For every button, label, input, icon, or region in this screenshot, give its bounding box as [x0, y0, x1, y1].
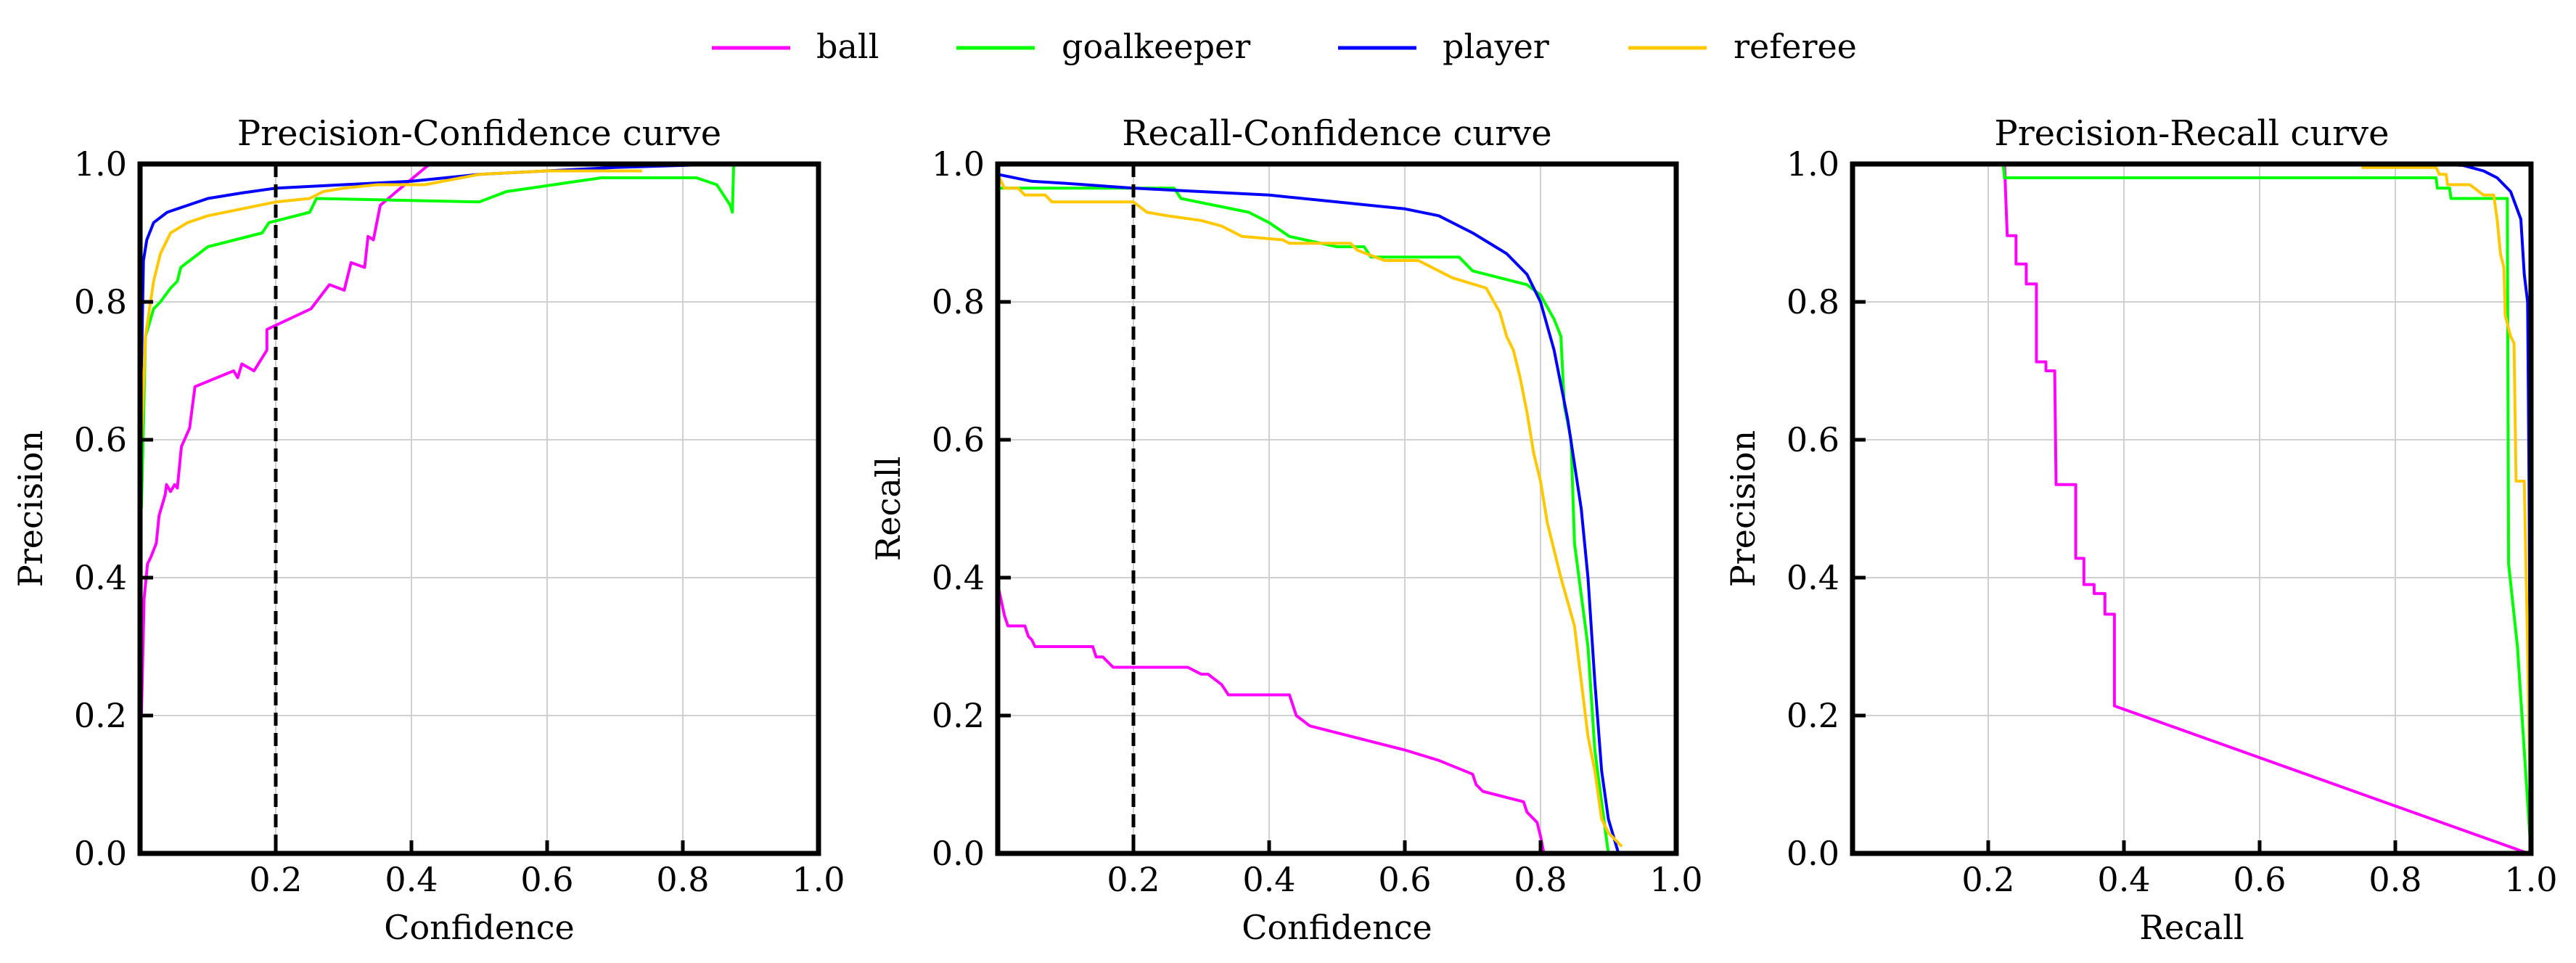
x-tick-label: 0.4 [1242, 860, 1295, 899]
x-tick-label: 0.6 [1378, 860, 1431, 899]
y-tick-label: 1.0 [1787, 144, 1839, 184]
series-line-goalkeeper [139, 163, 736, 509]
legend-item-ball: ball [712, 27, 879, 66]
y-tick-label: 0.8 [74, 282, 127, 321]
x-axis-label: Confidence [384, 908, 574, 947]
x-tick-label: 0.8 [2368, 860, 2421, 899]
legend-item-player: player [1338, 27, 1549, 66]
legend-label: referee [1734, 27, 1857, 66]
y-tick-label: 0.6 [74, 420, 127, 459]
y-axis-label: Recall [869, 456, 908, 561]
legend-label: goalkeeper [1062, 27, 1250, 66]
y-axis-label: Precision [1723, 430, 1763, 587]
y-tick-label: 0.0 [74, 834, 127, 873]
series-line-player [2361, 163, 2532, 854]
legend-item-referee: referee [1628, 27, 1857, 66]
x-axis-label: Confidence [1242, 908, 1432, 947]
charts: 0.2 0.4 0.6 0.8 1.0 0.0 0.2 0.4 0.6 0.8 1.0 Precisi… [11, 113, 2558, 947]
x-tick-label: 0.2 [1961, 860, 2014, 899]
x-tick-label: 0.6 [520, 860, 573, 899]
legend: ball goalkeeper player referee [712, 27, 1857, 66]
legend-label: ball [816, 27, 879, 66]
y-tick-label: 0.4 [74, 558, 127, 597]
y-tick-label: 1.0 [74, 144, 127, 184]
y-tick-label: 0.0 [932, 834, 985, 873]
x-tick-label: 0.4 [2097, 860, 2150, 899]
x-tick-label: 0.8 [656, 860, 709, 899]
y-tick-label: 0.2 [932, 696, 985, 735]
series-line-ball [996, 584, 1546, 854]
chart-title: Precision-Recall curve [1994, 113, 2389, 154]
chart-1: 0.2 0.4 0.6 0.8 1.0 0.0 0.2 0.4 0.6 0.8 1.0 Precisi… [11, 113, 845, 947]
y-tick-label: 0.8 [1787, 282, 1839, 321]
axes-frame [995, 161, 1679, 856]
axes-frame [1850, 161, 2534, 856]
series-line-referee [139, 169, 642, 440]
chart-title: Precision-Confidence curve [237, 113, 721, 154]
x-tick-label: 0.2 [249, 860, 302, 899]
series-line-goalkeeper [2001, 163, 2532, 854]
chart-3: 0.2 0.4 0.6 0.8 1.0 0.0 0.2 0.4 0.6 0.8 1.0 Precisi… [1723, 113, 2558, 947]
legend-label: player [1443, 27, 1549, 66]
legend-item-goalkeeper: goalkeeper [956, 27, 1250, 66]
y-tick-label: 1.0 [932, 144, 985, 184]
series-line-player [997, 173, 1620, 854]
x-tick-label: 1.0 [792, 860, 845, 899]
y-tick-label: 0.4 [1787, 558, 1839, 597]
series-line-referee [2361, 165, 2532, 854]
x-tick-label: 0.2 [1107, 860, 1160, 899]
y-tick-label: 0.4 [932, 558, 985, 597]
y-tick-label: 0.2 [74, 696, 127, 735]
y-tick-label: 0.6 [1787, 420, 1839, 459]
x-tick-label: 0.8 [1514, 860, 1567, 899]
x-axis-label: Recall [2139, 908, 2244, 947]
y-tick-label: 0.6 [932, 420, 985, 459]
y-tick-label: 0.0 [1787, 834, 1839, 873]
series-line-ball [2003, 163, 2529, 855]
y-axis-label: Precision [11, 430, 50, 587]
x-tick-label: 0.4 [385, 860, 438, 899]
x-tick-label: 0.6 [2233, 860, 2286, 899]
series-line-goalkeeper [998, 187, 1610, 854]
series-line-player [139, 163, 731, 372]
y-tick-label: 0.2 [1787, 696, 1839, 735]
x-tick-label: 1.0 [1649, 860, 1702, 899]
chart-title: Recall-Confidence curve [1122, 113, 1551, 154]
x-tick-label: 1.0 [2504, 860, 2557, 899]
series-line-referee [996, 173, 1623, 848]
y-tick-label: 0.8 [932, 282, 985, 321]
series-line-ball [139, 163, 431, 716]
axes-frame [137, 161, 821, 856]
chart-2: 0.2 0.4 0.6 0.8 1.0 0.0 0.2 0.4 0.6 0.8 1.0 Recall-… [869, 113, 1703, 947]
